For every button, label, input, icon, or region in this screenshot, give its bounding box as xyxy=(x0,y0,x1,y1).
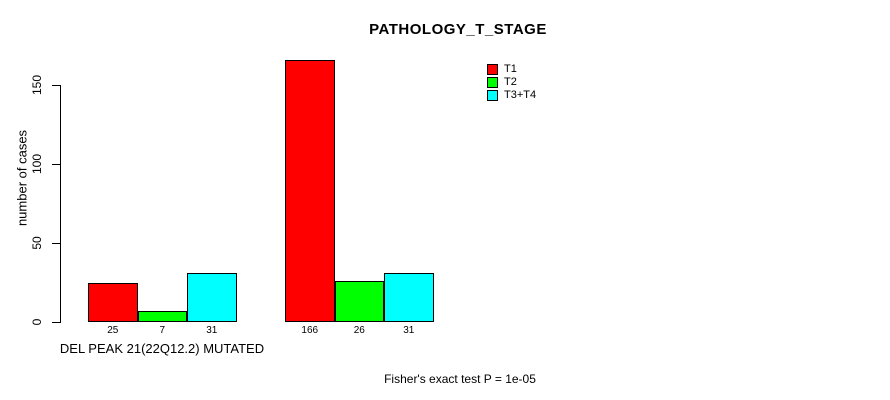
y-tick-label: 50 xyxy=(30,236,44,250)
bar-t1-group1 xyxy=(88,282,138,322)
legend-label: T1 xyxy=(504,63,517,75)
y-axis-line xyxy=(60,85,61,323)
y-tick-label: 100 xyxy=(30,153,44,175)
bar-t1-group2 xyxy=(285,59,335,322)
legend-item-t3-t4: T3+T4 xyxy=(487,89,536,102)
bar-value-label: 26 xyxy=(353,325,365,336)
legend-swatch-icon xyxy=(487,64,498,75)
legend-swatch-icon xyxy=(487,90,498,101)
legend: T1 T2 T3+T4 xyxy=(487,63,536,102)
y-axis-label-text: number of cases xyxy=(14,129,30,227)
bar-value-label: 7 xyxy=(159,325,166,336)
y-tick-label: 0 xyxy=(30,318,44,326)
category-label-group1: DEL PEAK 21(22Q12.2) MUTATED xyxy=(59,341,265,356)
chart-title: PATHOLOGY_T_STAGE xyxy=(369,21,547,38)
y-tick-mark xyxy=(52,85,60,86)
bar-t2-group2 xyxy=(334,280,384,322)
legend-item-t1: T1 xyxy=(487,63,536,76)
bar-value-label: 31 xyxy=(403,325,415,336)
y-tick-mark xyxy=(52,322,60,323)
bar-value-label: 25 xyxy=(107,325,119,336)
bar-t3-t4-group1 xyxy=(187,273,237,322)
y-tick-label: 150 xyxy=(30,74,44,96)
legend-label: T2 xyxy=(504,76,517,88)
bar-value-label: 31 xyxy=(206,325,218,336)
bar-value-label: 166 xyxy=(301,325,319,336)
bar-t3-t4-group2 xyxy=(384,273,434,322)
y-tick-mark xyxy=(52,164,60,165)
bar-t2-group1 xyxy=(137,310,187,322)
footnote: Fisher's exact test P = 1e-05 xyxy=(384,372,536,386)
legend-swatch-icon xyxy=(487,77,498,88)
y-tick-mark xyxy=(52,243,60,244)
legend-label: T3+T4 xyxy=(504,89,537,101)
legend-item-t2: T2 xyxy=(487,76,536,89)
